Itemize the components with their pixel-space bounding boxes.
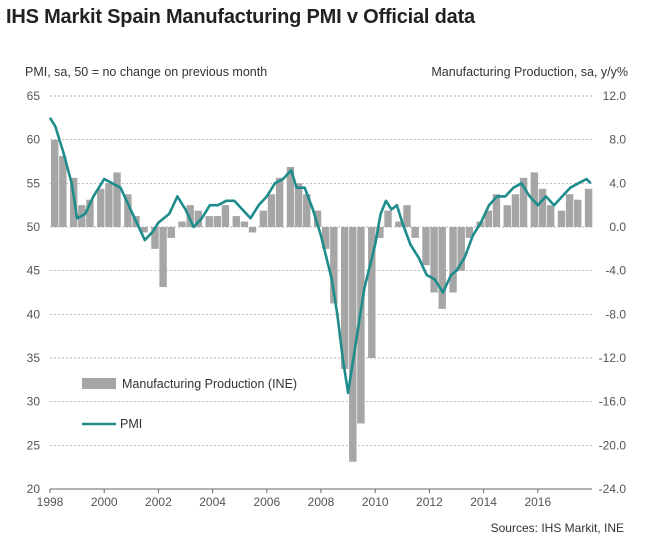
production-bar <box>438 227 446 309</box>
production-bar <box>124 194 132 227</box>
right-tick-label: 8.0 <box>609 133 626 147</box>
production-bar <box>340 227 349 369</box>
right-tick-label: -8.0 <box>605 307 626 321</box>
production-bar <box>167 227 175 238</box>
production-bar <box>538 188 547 227</box>
production-bar <box>519 177 528 227</box>
production-bar <box>186 205 194 227</box>
production-bar <box>511 194 520 227</box>
production-bar <box>368 227 376 358</box>
production-bar <box>503 205 511 227</box>
production-bar <box>221 205 230 227</box>
left-tick-label: 35 <box>27 351 41 365</box>
right-tick-label: -12.0 <box>599 351 627 365</box>
production-bar <box>275 177 284 227</box>
right-tick-label: -16.0 <box>599 395 627 409</box>
production-bar <box>286 166 295 227</box>
production-bar <box>105 183 113 227</box>
production-bar <box>546 205 555 227</box>
production-bar <box>232 216 240 227</box>
legend: Manufacturing Production (INE) PMI <box>82 377 297 431</box>
pmi-line-group <box>48 117 592 395</box>
production-bar <box>267 194 276 227</box>
production-bar <box>213 216 222 227</box>
production-bar <box>259 210 268 227</box>
x-tick-label: 2012 <box>416 495 443 509</box>
x-tick-label: 2004 <box>199 495 226 509</box>
production-bar <box>557 210 566 227</box>
left-tick-label: 50 <box>27 220 41 234</box>
production-bar <box>59 156 67 227</box>
x-tick-label: 2006 <box>253 495 280 509</box>
chart-title: IHS Markit Spain Manufacturing PMI v Off… <box>6 6 475 28</box>
left-tick-label: 40 <box>27 307 41 321</box>
production-bar <box>574 199 582 227</box>
production-bar <box>430 227 438 293</box>
source-note: Sources: IHS Markit, INE <box>490 521 624 535</box>
production-bar <box>97 188 105 227</box>
production-bar <box>294 183 303 227</box>
x-tick-label: 1998 <box>37 495 64 509</box>
production-bar <box>194 210 203 227</box>
production-bar <box>113 172 121 227</box>
production-bars <box>51 139 593 462</box>
production-bar <box>584 188 593 227</box>
x-tick-label: 2010 <box>362 495 389 509</box>
left-tick-label: 65 <box>27 89 41 103</box>
production-bar <box>178 221 186 227</box>
production-bar <box>303 194 311 227</box>
production-bar <box>140 227 148 233</box>
right-tick-label: -24.0 <box>599 482 627 496</box>
production-bar <box>51 139 59 227</box>
production-bar <box>349 227 357 462</box>
production-bar <box>457 227 465 271</box>
right-tick-label: 0.0 <box>609 220 626 234</box>
production-bar <box>376 227 384 238</box>
production-bar <box>484 210 493 227</box>
x-tick-label: 2002 <box>145 495 172 509</box>
production-bar <box>422 227 430 266</box>
x-tick-label: 2008 <box>308 495 335 509</box>
production-bar <box>492 194 501 227</box>
production-bar <box>205 216 213 227</box>
production-bar <box>240 221 249 227</box>
production-bar <box>313 210 322 227</box>
legend-line-label: PMI <box>120 417 142 431</box>
left-tick-label: 45 <box>27 264 41 278</box>
gridlines <box>50 95 592 446</box>
x-tick-label: 2016 <box>524 495 551 509</box>
production-bar <box>159 227 167 288</box>
right-tick-label: -4.0 <box>605 264 626 278</box>
production-bar <box>86 199 94 227</box>
production-bar <box>395 221 403 227</box>
pmi-line <box>48 117 592 395</box>
axes: 20 25 30 35 40 45 50 55 60 65 12.0 8.0 4.0 0.0 -4.0 -8.… <box>27 89 627 509</box>
production-bar <box>248 227 257 233</box>
production-bar <box>322 227 330 249</box>
left-axis-label: PMI, sa, 50 = no change on previous mont… <box>25 65 268 79</box>
production-bar <box>411 227 419 238</box>
legend-bar-label: Manufacturing Production (INE) <box>122 377 297 391</box>
production-bar <box>565 194 574 227</box>
production-bar <box>384 210 392 227</box>
left-tick-label: 20 <box>27 482 41 496</box>
production-bar <box>465 227 474 238</box>
production-bar <box>357 227 365 424</box>
x-tick-label: 2000 <box>91 495 118 509</box>
left-tick-label: 30 <box>27 395 41 409</box>
production-bar <box>151 227 159 249</box>
left-tick-label: 25 <box>27 438 41 452</box>
right-axis-label: Manufacturing Production, sa, y/y% <box>431 65 628 79</box>
production-bar <box>330 227 338 304</box>
legend-bar-swatch <box>82 378 116 389</box>
left-tick-label: 55 <box>27 176 41 190</box>
right-tick-label: 12.0 <box>603 89 627 103</box>
production-bar <box>403 205 411 227</box>
right-tick-label: 4.0 <box>609 176 626 190</box>
production-bar <box>449 227 457 293</box>
right-tick-label: -20.0 <box>599 438 627 452</box>
x-tick-label: 2014 <box>470 495 497 509</box>
left-tick-label: 60 <box>27 133 41 147</box>
